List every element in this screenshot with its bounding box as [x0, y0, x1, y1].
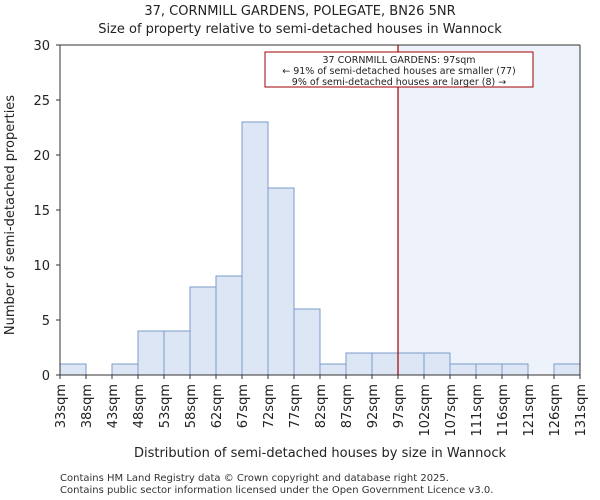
- x-tick-label: 62sqm: [210, 384, 225, 428]
- annotation-line-1: 37 CORNMILL GARDENS: 97sqm: [323, 55, 476, 66]
- bar: [423, 352, 451, 376]
- bar: [345, 352, 373, 376]
- chart-subtitle: Size of property relative to semi-detach…: [98, 22, 502, 37]
- y-tick-label: 30: [33, 39, 50, 54]
- bar: [215, 275, 243, 376]
- x-tick-label: 43sqm: [106, 384, 121, 428]
- x-tick-label: 116sqm: [496, 384, 511, 437]
- y-tick-label: 25: [33, 94, 50, 109]
- x-axis-label: Distribution of semi-detached houses by …: [134, 446, 507, 461]
- x-tick-label: 33sqm: [54, 384, 69, 428]
- annotation-box: [264, 51, 534, 88]
- x-tick-label: 82sqm: [314, 384, 329, 428]
- bar: [293, 308, 321, 376]
- y-axis-label: Number of semi-detached properties: [3, 95, 18, 335]
- x-tick-label: 48sqm: [132, 384, 147, 428]
- bar: [137, 330, 165, 376]
- bar: [475, 363, 503, 376]
- x-tick-label: 72sqm: [262, 384, 277, 428]
- highlight-region: [398, 45, 580, 375]
- x-tick-label: 111sqm: [470, 384, 485, 437]
- y-tick-label: 5: [42, 314, 50, 329]
- x-tick-label: 126sqm: [548, 384, 563, 437]
- annotation-line-2: ← 91% of semi-detached houses are smalle…: [282, 66, 516, 77]
- x-tick-label: 97sqm: [392, 384, 407, 428]
- bar: [241, 121, 269, 376]
- x-tick-label: 67sqm: [236, 384, 251, 428]
- bar: [553, 363, 581, 376]
- x-tick-label: 58sqm: [184, 384, 199, 428]
- footer-licence: Contains public sector information licen…: [60, 485, 494, 496]
- bar: [397, 352, 425, 376]
- x-tick-label: 53sqm: [158, 384, 173, 428]
- x-tick-label: 77sqm: [288, 384, 303, 428]
- bar: [111, 363, 139, 376]
- bar: [449, 363, 477, 376]
- footer-copyright: Contains HM Land Registry data © Crown c…: [60, 473, 449, 484]
- bar: [59, 363, 87, 376]
- annotation-line-3: 9% of semi-detached houses are larger (8…: [292, 77, 506, 88]
- x-tick-label: 38sqm: [80, 384, 95, 428]
- bar: [267, 187, 295, 376]
- y-tick-label: 0: [42, 369, 50, 384]
- bar: [163, 330, 191, 376]
- bar: [319, 363, 347, 376]
- y-tick-label: 15: [33, 204, 50, 219]
- x-tick-label: 121sqm: [522, 384, 537, 437]
- x-tick-label: 92sqm: [366, 384, 381, 428]
- bar: [189, 286, 217, 376]
- x-tick-label: 102sqm: [418, 384, 433, 437]
- bar: [371, 352, 399, 376]
- x-tick-label: 107sqm: [444, 384, 459, 437]
- chart-title: 37, CORNMILL GARDENS, POLEGATE, BN26 5NR: [144, 4, 456, 19]
- x-tick-label: 131sqm: [574, 384, 589, 437]
- y-tick-label: 10: [33, 259, 50, 274]
- x-tick-label: 87sqm: [340, 384, 355, 428]
- y-tick-label: 20: [33, 149, 50, 164]
- bar: [501, 363, 529, 376]
- histogram-chart: 0 5 10 15 20 25 30 33sqm 38sqm 43sqm 48sqm 53sqm 58s…: [3, 39, 589, 461]
